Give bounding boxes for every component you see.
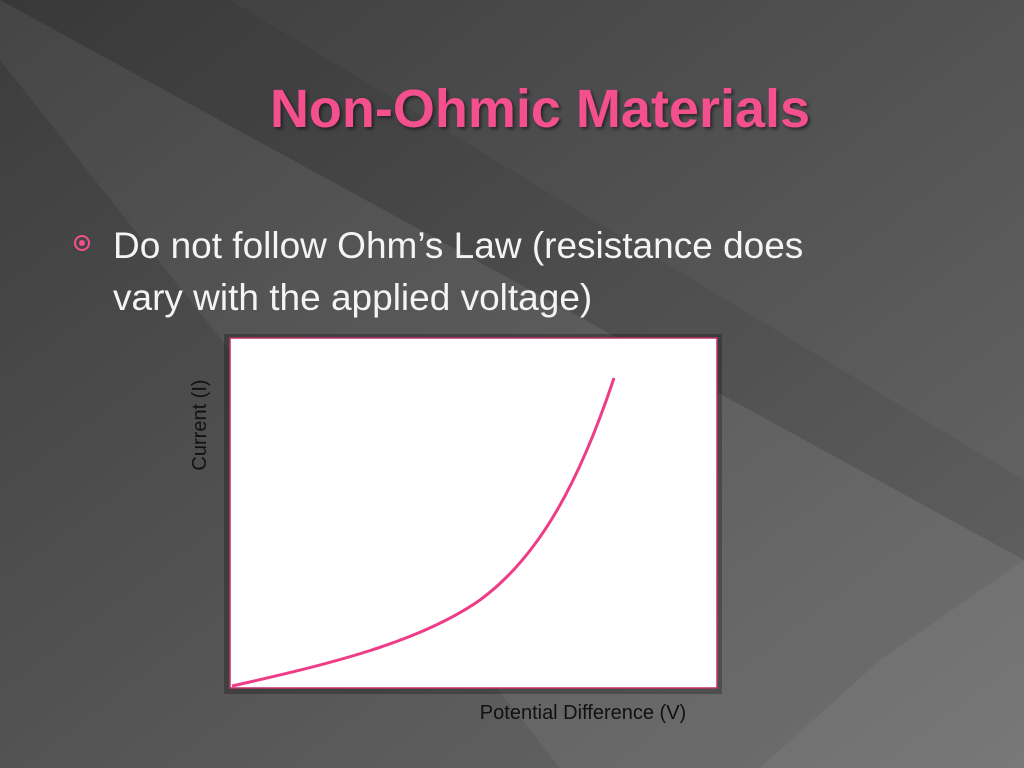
x-axis-label: Potential Difference (V) [480, 702, 686, 724]
curve [231, 377, 616, 688]
bullet-icon [74, 235, 90, 251]
y-axis-label: Current (I) [189, 379, 211, 470]
bullet-text: Do not follow Ohm’s Law (resistance does… [113, 225, 804, 318]
plot-area [229, 337, 718, 689]
slide-title: Non-Ohmic Materials [269, 79, 811, 139]
